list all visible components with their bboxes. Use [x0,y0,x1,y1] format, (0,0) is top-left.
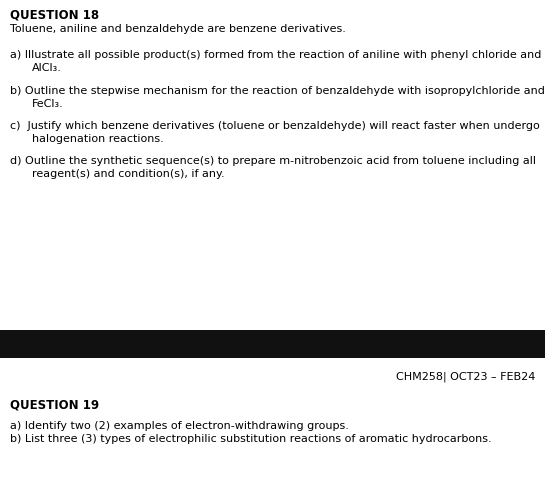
Text: halogenation reactions.: halogenation reactions. [32,134,164,144]
Text: d) Outline the synthetic sequence(s) to prepare m-nitrobenzoic acid from toluene: d) Outline the synthetic sequence(s) to … [10,156,536,166]
Text: a) Identify two (2) examples of electron-withdrawing groups.: a) Identify two (2) examples of electron… [10,421,349,431]
Text: AlCl₃.: AlCl₃. [32,63,62,73]
Bar [0,330,545,358]
Text: reagent(s) and condition(s), if any.: reagent(s) and condition(s), if any. [32,169,225,179]
Text: b) Outline the stepwise mechanism for the reaction of benzaldehyde with isopropy: b) Outline the stepwise mechanism for th… [10,86,545,96]
Text: c)  Justify which benzene derivatives (toluene or benzaldehyde) will react faste: c) Justify which benzene derivatives (to… [10,121,540,131]
Text: b) List three (3) types of electrophilic substitution reactions of aromatic hydr: b) List three (3) types of electrophilic… [10,434,492,444]
Text: Toluene, aniline and benzaldehyde are benzene derivatives.: Toluene, aniline and benzaldehyde are be… [10,24,346,34]
Text: a) Illustrate all possible product(s) formed from the reaction of aniline with p: a) Illustrate all possible product(s) fo… [10,50,541,60]
Text: FeCl₃.: FeCl₃. [32,99,64,109]
Text: CHM258| OCT23 – FEB24: CHM258| OCT23 – FEB24 [396,372,535,382]
Text: QUESTION 19: QUESTION 19 [10,398,99,411]
Text: QUESTION 18: QUESTION 18 [10,8,99,21]
